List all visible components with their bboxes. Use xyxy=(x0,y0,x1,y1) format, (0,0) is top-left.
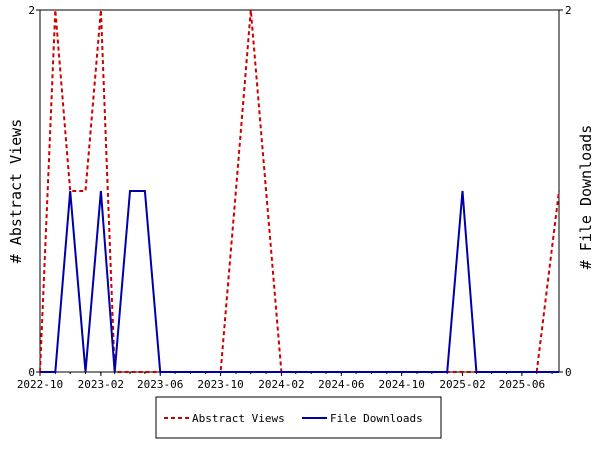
legend-label-file-downloads: File Downloads xyxy=(330,412,423,425)
x-tick-label: 2023-06 xyxy=(137,378,183,391)
y-left-tick-label: 0 xyxy=(28,366,35,379)
x-tick-label: 2025-02 xyxy=(439,378,485,391)
y-right-tick-label: 2 xyxy=(565,4,572,17)
y-axis-left-title: # Abstract Views xyxy=(7,119,25,264)
y-right-tick-label: 0 xyxy=(565,366,572,379)
x-axis: 2022-10 2023-02 2023-06 2023-10 2024-02 2024-… xyxy=(17,372,553,391)
y-axis-right: 02 xyxy=(559,4,572,379)
legend-label-abstract-views: Abstract Views xyxy=(192,412,285,425)
series-line-abstract-views xyxy=(39,9,560,373)
plot-area xyxy=(39,9,560,373)
y-axis-right-title: # File Downloads xyxy=(577,125,595,270)
x-tick-label: 2024-02 xyxy=(258,378,304,391)
x-tick-label: 2024-06 xyxy=(318,378,364,391)
legend: Abstract Views File Downloads xyxy=(155,396,442,439)
y-axis-left: 02 xyxy=(28,4,40,379)
x-tick-label: 2023-10 xyxy=(197,378,243,391)
y-left-tick-label: 2 xyxy=(28,4,35,17)
x-tick-label: 2025-06 xyxy=(499,378,545,391)
series-line-file-downloads xyxy=(40,190,559,373)
x-tick-label: 2024-10 xyxy=(378,378,424,391)
legend-box xyxy=(155,396,442,439)
x-tick-label: 2023-02 xyxy=(78,378,124,391)
x-tick-label: 2022-10 xyxy=(17,378,63,391)
series-layer xyxy=(39,9,560,373)
